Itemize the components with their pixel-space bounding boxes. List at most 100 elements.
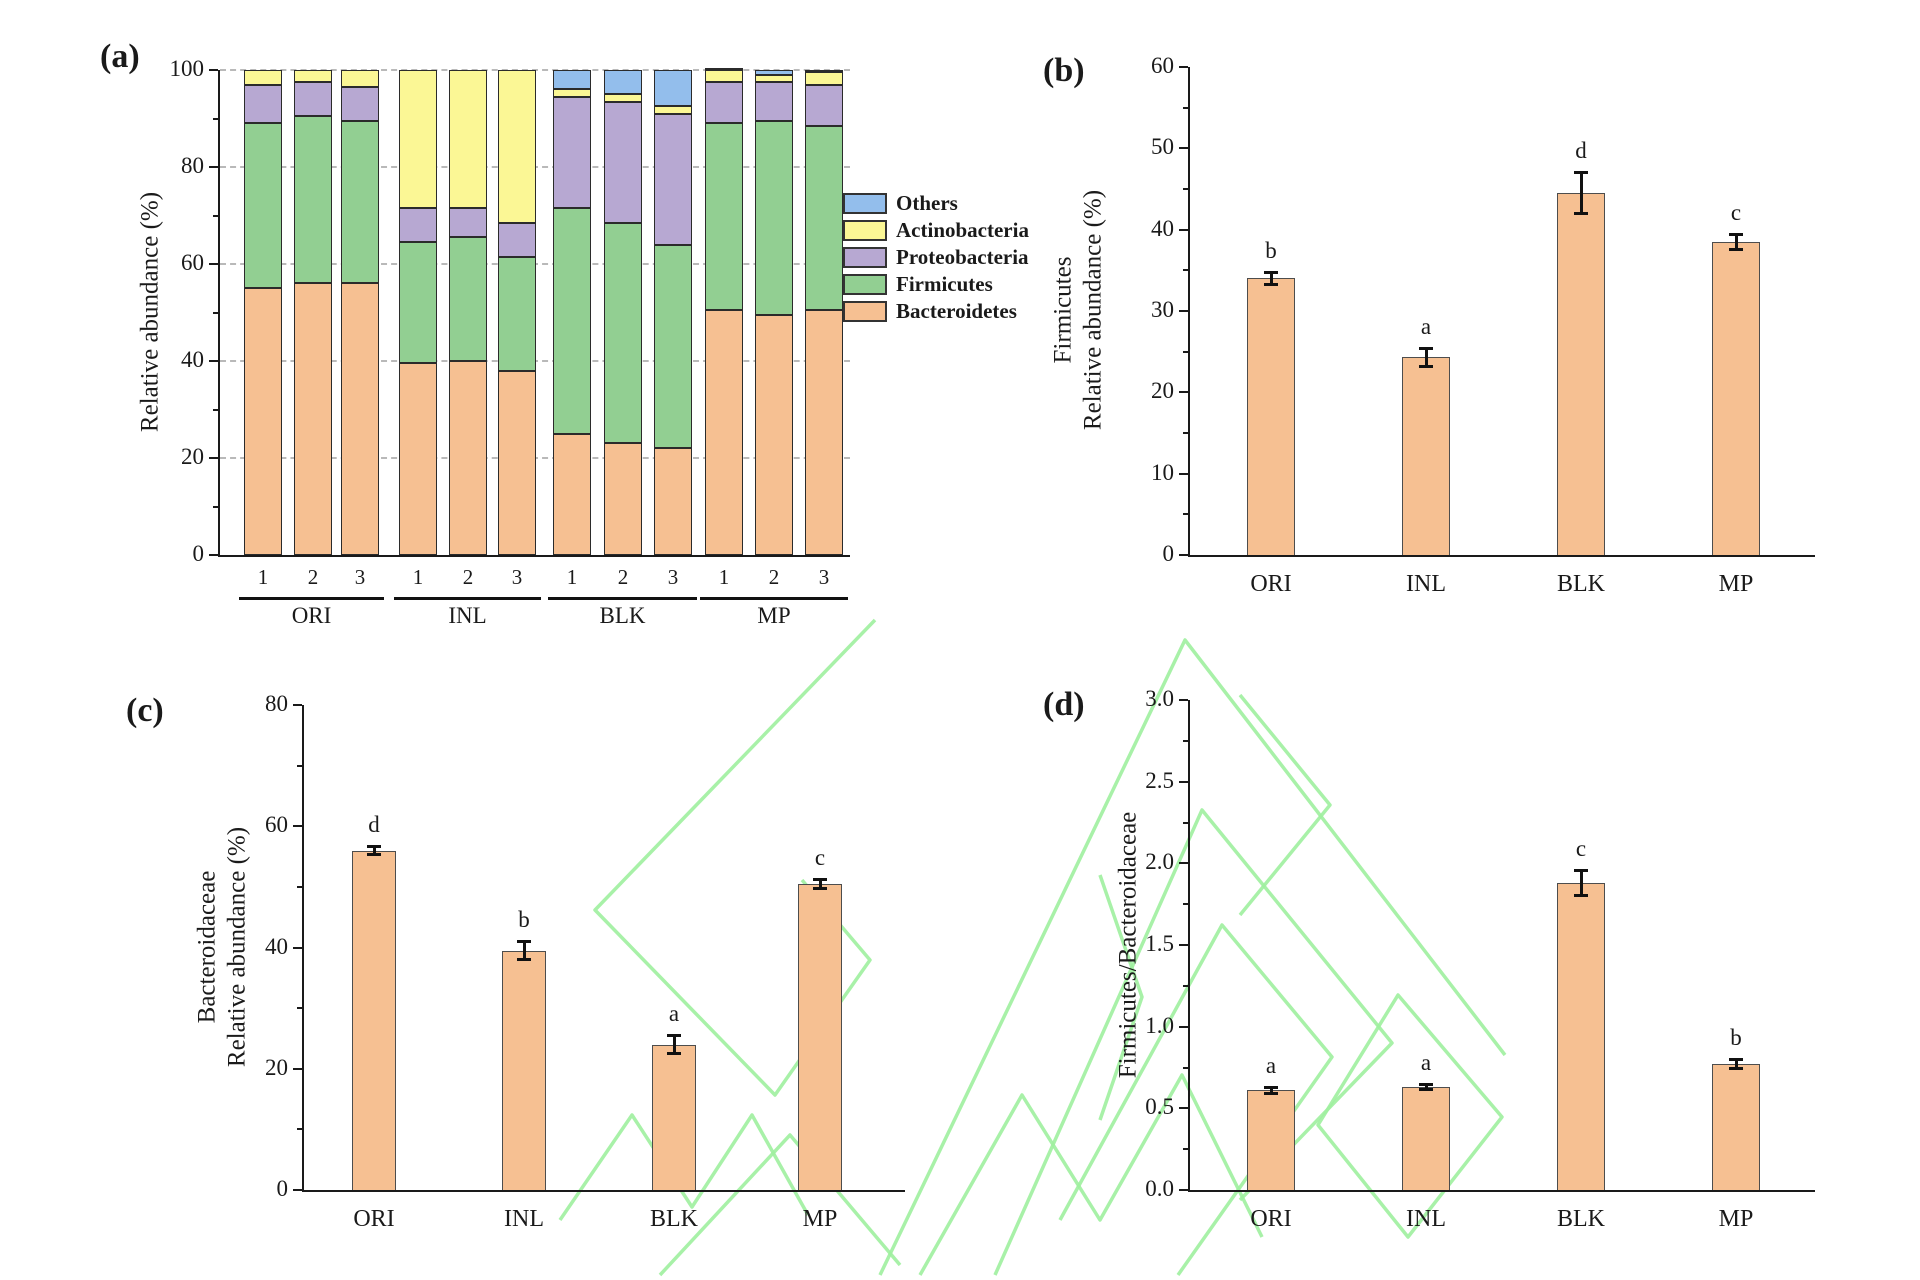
replicate-label: 2 [462,565,474,589]
bar-segment-bacteroidetes [244,288,282,555]
error-bar-cap-bottom [1419,1088,1433,1092]
y-tick-label: 0 [1162,541,1175,566]
significance-letter: b [1730,1025,1742,1051]
panel-b-yaxis-title-line2: Relative abundance (%) [1079,189,1106,431]
bar-segment-proteobacteria [399,208,437,243]
bar-segment-bacteroidetes [449,361,487,555]
significance-letter: c [1730,199,1742,225]
y-major-tick [209,69,218,71]
bar-segment-proteobacteria [294,82,332,117]
y-major-tick [209,263,218,265]
bar-segment-proteobacteria [498,222,536,257]
category-label: MP [802,1206,838,1232]
category-label: INL [1406,571,1446,597]
y-major-tick [1179,1107,1188,1110]
error-bar-cap-bottom [813,886,827,890]
significance-letter: d [1575,137,1587,163]
y-major-tick [1179,862,1188,865]
y-axis [218,70,220,557]
y-minor-tick [1183,269,1188,272]
bar-segment-firmicutes [805,125,843,311]
replicate-label: 1 [718,565,730,589]
y-tick-label: 0 [192,541,205,566]
group-underline [394,597,541,600]
y-tick-label: 20 [1151,378,1174,404]
y-tick-label: 80 [265,691,288,716]
group-label: BLK [599,603,646,628]
x-axis [218,555,850,557]
bar-segment-actinobacteria [498,70,536,223]
bar-BLK [652,1044,696,1190]
y-axis [1188,700,1190,1192]
error-bar-cap-top [1419,1082,1433,1086]
bar-segment-actinobacteria [755,74,793,83]
y-tick-label: 20 [265,1054,288,1080]
error-bar-cap-bottom [367,853,381,857]
legend-label: Others [896,191,958,215]
error-bar-cap-top [1419,346,1433,350]
y-tick-label: 0.5 [1145,1094,1174,1120]
error-bar-line [1580,171,1583,215]
bar-segment-bacteroidetes [498,370,536,555]
category-label: ORI [353,1206,395,1232]
bar-segment-bacteroidetes [553,433,591,555]
legend-swatch-others [843,193,887,214]
y-minor-tick [1183,1066,1188,1069]
y-major-tick [1179,554,1188,556]
panel-c-yaxis-title-line2: Relative abundance (%) [223,826,250,1068]
y-axis [302,705,304,1192]
bar-segment-bacteroidetes [604,443,642,555]
legend-swatch-proteobacteria [843,247,887,268]
error-bar-cap-top [517,940,531,944]
bar-segment-others [755,70,793,75]
error-bar-cap-top [1264,1086,1278,1090]
replicate-label: 3 [511,565,523,589]
legend-label: Proteobacteria [896,245,1029,269]
bar-segment-proteobacteria [341,86,379,121]
legend-item-proteobacteria: Proteobacteria [843,245,1029,269]
legend-item-actinobacteria: Actinobacteria [843,218,1029,242]
significance-letter: a [1420,1049,1432,1075]
bar-segment-firmicutes [604,222,642,444]
y-minor-tick [1183,903,1188,906]
bar-segment-firmicutes [244,123,282,289]
y-axis [1188,67,1190,557]
bar-segment-others [553,70,591,90]
legend-item-others: Others [843,191,1029,215]
replicate-label: 1 [257,565,269,589]
bar-segment-firmicutes [498,256,536,371]
group-underline [548,597,697,600]
significance-letter: a [1420,313,1432,339]
error-bar-line [373,845,376,856]
y-tick-label: 60 [181,250,204,275]
legend: Others Actinobacteria Proteobacteria Firmic… [843,191,1029,329]
category-label: BLK [1557,1206,1605,1232]
replicate-label: 3 [818,565,830,589]
error-bar-cap-top [667,1034,681,1038]
y-minor-tick [297,1128,302,1131]
y-minor-tick [1183,432,1188,434]
category-label: INL [504,1206,544,1232]
y-minor-tick [213,408,218,411]
bar-segment-proteobacteria [604,101,642,223]
y-tick-label: 80 [181,153,204,178]
panel-a-yaxis-title: Relative abundance (%) [136,191,164,433]
bar-segment-others [604,70,642,95]
y-tick-label: 100 [169,56,205,81]
replicate-label: 3 [667,565,679,589]
error-bar-cap-top [813,877,827,881]
y-minor-tick [1183,350,1188,353]
y-tick-label: 10 [1151,459,1174,485]
bar-BLK [1557,882,1605,1190]
category-label: BLK [650,1206,698,1232]
bar-segment-firmicutes [449,237,487,361]
bar-segment-bacteroidetes [755,314,793,555]
x-axis [1188,1190,1815,1192]
bar-MP [1712,241,1760,555]
y-major-tick [293,1189,302,1191]
error-bar-cap-bottom [1574,894,1588,897]
error-bar-cap-bottom [1419,365,1433,369]
significance-letter: c [1575,835,1587,861]
error-bar-cap-bottom [1729,248,1743,251]
bar-segment-others [654,70,692,107]
